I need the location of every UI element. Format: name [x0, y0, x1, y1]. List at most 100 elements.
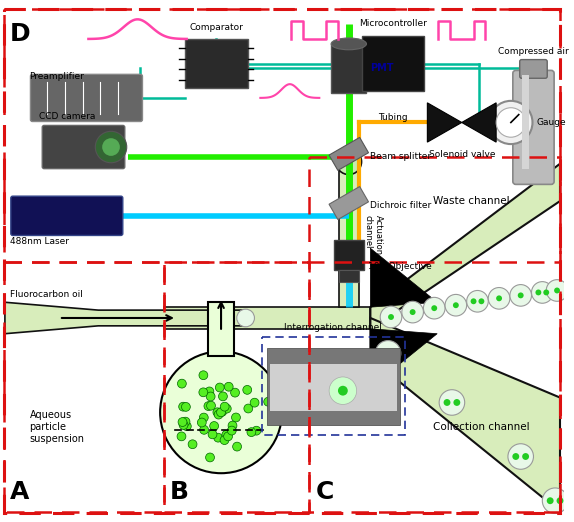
Text: Microcontroller: Microcontroller — [359, 19, 427, 28]
Text: Interrogation channel: Interrogation channel — [284, 323, 382, 332]
Circle shape — [199, 371, 208, 379]
Text: Comparator: Comparator — [189, 23, 243, 32]
Circle shape — [215, 383, 224, 392]
Circle shape — [160, 351, 282, 473]
Circle shape — [252, 426, 261, 435]
Circle shape — [227, 426, 236, 435]
Circle shape — [467, 290, 488, 312]
Circle shape — [247, 428, 256, 436]
Circle shape — [338, 386, 348, 396]
Circle shape — [210, 422, 219, 431]
Circle shape — [199, 388, 208, 397]
Bar — [262, 337, 405, 435]
Bar — [164, 307, 370, 329]
Text: C: C — [315, 480, 333, 504]
Circle shape — [224, 382, 233, 391]
Circle shape — [522, 453, 529, 460]
Circle shape — [390, 350, 397, 357]
Circle shape — [388, 314, 394, 320]
FancyBboxPatch shape — [513, 70, 554, 184]
Circle shape — [496, 108, 526, 137]
FancyBboxPatch shape — [30, 74, 142, 122]
FancyBboxPatch shape — [519, 60, 547, 78]
Circle shape — [219, 392, 227, 401]
Text: Collection channel: Collection channel — [433, 422, 530, 432]
Circle shape — [424, 298, 445, 319]
Text: Waste channel: Waste channel — [433, 196, 510, 206]
Text: 10X Objective: 10X Objective — [369, 263, 432, 271]
Polygon shape — [461, 103, 496, 142]
Circle shape — [228, 421, 237, 430]
Ellipse shape — [331, 38, 366, 50]
Text: Compressed air: Compressed air — [498, 46, 569, 56]
Circle shape — [380, 306, 402, 328]
Circle shape — [496, 295, 502, 301]
Text: B: B — [170, 480, 189, 504]
Circle shape — [402, 301, 424, 323]
Circle shape — [222, 404, 231, 413]
Bar — [309, 157, 560, 512]
Circle shape — [471, 299, 476, 304]
Circle shape — [544, 290, 549, 295]
FancyBboxPatch shape — [185, 39, 247, 88]
Circle shape — [431, 305, 437, 311]
Circle shape — [536, 290, 541, 295]
Circle shape — [181, 417, 190, 426]
Circle shape — [479, 299, 484, 304]
Circle shape — [199, 413, 208, 422]
Circle shape — [439, 390, 465, 415]
Circle shape — [178, 418, 187, 426]
Circle shape — [222, 430, 231, 439]
Circle shape — [208, 430, 217, 439]
Circle shape — [220, 436, 229, 445]
Polygon shape — [370, 329, 437, 388]
Text: A: A — [10, 480, 29, 504]
Circle shape — [546, 280, 568, 301]
Text: PMT: PMT — [370, 64, 394, 74]
Circle shape — [204, 401, 213, 410]
Bar — [4, 8, 560, 262]
Bar — [329, 137, 369, 170]
Text: Preamplifier: Preamplifier — [29, 73, 84, 81]
FancyBboxPatch shape — [11, 196, 123, 235]
Circle shape — [183, 422, 191, 431]
Bar — [208, 302, 234, 357]
Circle shape — [232, 442, 242, 451]
Circle shape — [214, 410, 223, 419]
Circle shape — [488, 288, 510, 309]
Circle shape — [231, 413, 241, 422]
Polygon shape — [428, 103, 461, 142]
Bar — [4, 262, 164, 512]
Circle shape — [453, 302, 459, 308]
Circle shape — [375, 340, 401, 366]
Circle shape — [445, 294, 467, 316]
Bar — [339, 270, 359, 282]
Circle shape — [220, 402, 229, 411]
Text: Beam splitter: Beam splitter — [370, 152, 432, 161]
Circle shape — [213, 408, 222, 417]
Circle shape — [181, 402, 191, 411]
Bar — [329, 186, 369, 220]
Bar — [339, 162, 359, 307]
Circle shape — [206, 392, 215, 401]
Circle shape — [518, 292, 523, 299]
Text: Dichroic filter: Dichroic filter — [370, 201, 432, 210]
Circle shape — [380, 350, 387, 357]
Polygon shape — [370, 248, 437, 307]
Circle shape — [263, 397, 273, 406]
Bar — [270, 364, 397, 411]
Circle shape — [557, 497, 564, 504]
Circle shape — [224, 432, 232, 441]
Circle shape — [200, 425, 208, 434]
Circle shape — [554, 288, 560, 293]
Circle shape — [179, 402, 188, 411]
Circle shape — [188, 440, 197, 449]
Circle shape — [95, 132, 127, 163]
Circle shape — [177, 379, 187, 388]
Circle shape — [510, 284, 532, 306]
Circle shape — [216, 408, 226, 417]
Text: Tubing: Tubing — [378, 113, 408, 122]
Circle shape — [243, 385, 251, 394]
Circle shape — [214, 433, 223, 442]
Circle shape — [102, 138, 120, 156]
